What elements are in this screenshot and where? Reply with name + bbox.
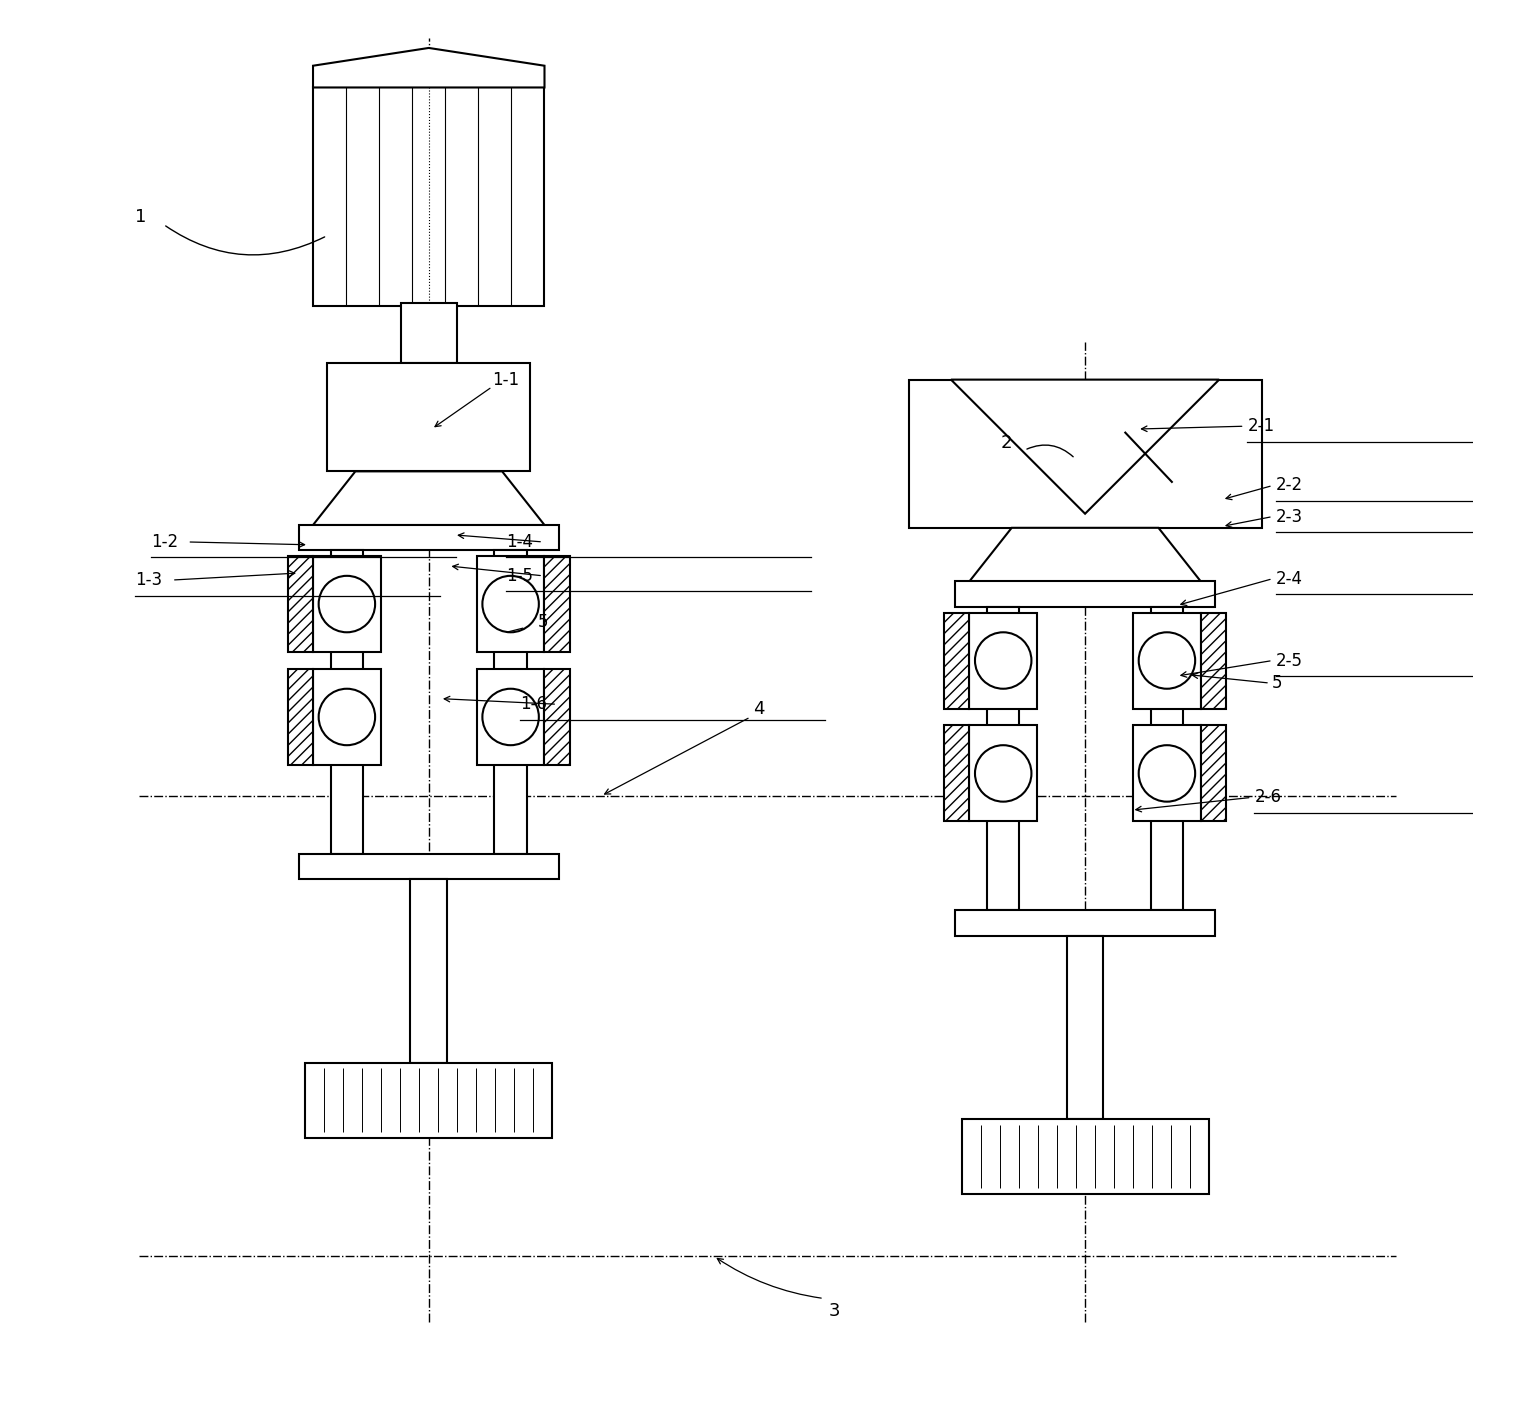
Text: 1-6: 1-6 [520, 696, 548, 713]
Bar [313, 669, 381, 765]
Text: 2-2: 2-2 [1276, 476, 1303, 495]
Bar [313, 555, 381, 652]
Circle shape [1139, 745, 1196, 802]
Bar [1133, 726, 1200, 822]
Text: 1-2: 1-2 [150, 533, 178, 551]
Text: 2-4: 2-4 [1276, 570, 1303, 588]
Text: 5: 5 [537, 614, 548, 632]
Text: 2-3: 2-3 [1276, 507, 1303, 526]
Text: 5: 5 [1271, 674, 1282, 691]
Polygon shape [313, 472, 545, 526]
Bar [944, 612, 969, 708]
Text: 2: 2 [1001, 434, 1012, 452]
Bar [987, 606, 1019, 910]
Bar [944, 726, 969, 822]
Text: 1: 1 [135, 208, 146, 227]
Polygon shape [313, 48, 545, 88]
Bar [969, 726, 1038, 822]
Text: 1-4: 1-4 [507, 533, 533, 551]
Text: 2-1: 2-1 [1248, 417, 1274, 435]
Bar [969, 612, 1038, 708]
Bar [299, 854, 559, 880]
Bar [313, 88, 545, 306]
Bar [1133, 612, 1200, 708]
Bar [545, 669, 569, 765]
Polygon shape [969, 529, 1200, 581]
Bar [909, 380, 1262, 529]
Bar [1200, 612, 1226, 708]
Circle shape [319, 689, 375, 745]
Bar [955, 910, 1214, 935]
Circle shape [975, 632, 1032, 689]
Text: 2-5: 2-5 [1276, 652, 1303, 669]
Polygon shape [952, 380, 1219, 514]
Bar [401, 303, 457, 363]
Bar [1200, 726, 1226, 822]
Bar [305, 1063, 553, 1138]
Text: 1-3: 1-3 [135, 571, 163, 589]
Circle shape [482, 575, 539, 632]
Circle shape [975, 745, 1032, 802]
Bar [477, 555, 545, 652]
Bar [961, 1119, 1208, 1195]
Bar [1151, 606, 1183, 910]
Bar [477, 669, 545, 765]
Bar [1067, 935, 1104, 1119]
Text: 1-1: 1-1 [493, 371, 519, 388]
Text: 3: 3 [829, 1302, 840, 1321]
Bar [287, 669, 313, 765]
Bar [327, 363, 531, 472]
Circle shape [319, 575, 375, 632]
Bar [287, 555, 313, 652]
Circle shape [1139, 632, 1196, 689]
Bar [955, 581, 1214, 606]
Bar [299, 526, 559, 550]
Bar [410, 880, 447, 1063]
Bar [330, 550, 364, 854]
Bar [545, 555, 569, 652]
Circle shape [482, 689, 539, 745]
Text: 1-5: 1-5 [507, 567, 533, 585]
Text: 4: 4 [754, 700, 764, 717]
Text: 2-6: 2-6 [1254, 788, 1282, 806]
Bar [494, 550, 527, 854]
